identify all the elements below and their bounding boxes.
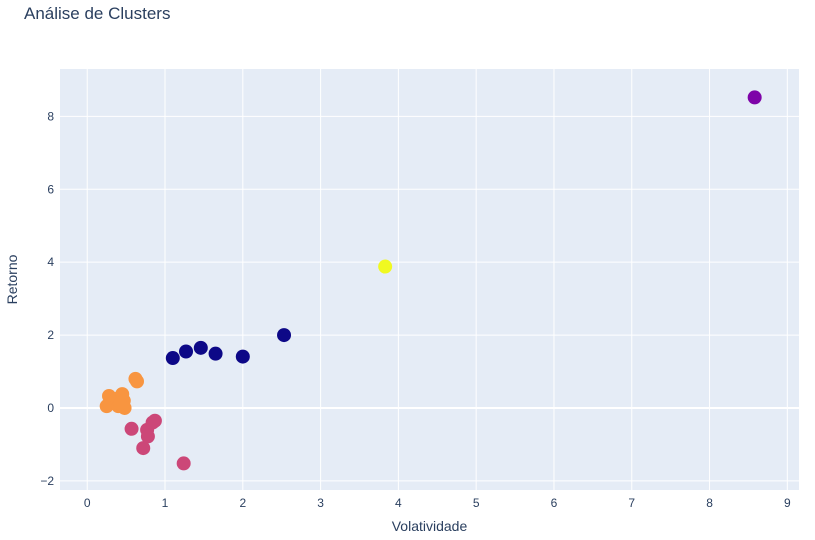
data-point: [124, 421, 139, 436]
x-tick-label: 5: [473, 496, 480, 510]
plot-area: [60, 69, 799, 490]
data-point: [179, 344, 194, 359]
x-axis-ticks: 0 1 2 3 4 5 6 7 8 9: [84, 496, 791, 510]
data-point: [747, 90, 762, 105]
y-tick-label: 2: [47, 328, 54, 342]
x-tick-label: 1: [162, 496, 169, 510]
y-tick-label: −2: [40, 474, 54, 488]
data-point: [208, 346, 223, 361]
y-axis-title: Retorno: [4, 254, 20, 304]
data-point: [112, 396, 127, 411]
data-point: [235, 349, 250, 364]
x-tick-label: 2: [239, 496, 246, 510]
grid-lines: [60, 69, 799, 490]
data-points: [99, 90, 762, 471]
y-tick-label: 4: [47, 255, 54, 269]
x-axis-title: Volatividade: [392, 518, 468, 534]
x-tick-label: 0: [84, 496, 91, 510]
y-tick-label: 0: [47, 401, 54, 415]
chart-title: Análise de Clusters: [24, 4, 171, 23]
data-point: [140, 429, 155, 444]
data-point: [147, 413, 162, 428]
data-point: [130, 374, 145, 389]
data-point: [193, 340, 208, 355]
y-tick-label: 8: [47, 109, 54, 123]
x-tick-label: 9: [784, 496, 791, 510]
y-tick-label: 6: [47, 182, 54, 196]
x-tick-label: 6: [551, 496, 558, 510]
data-point: [176, 456, 191, 471]
data-point: [165, 351, 180, 366]
x-tick-label: 7: [628, 496, 635, 510]
data-point: [378, 259, 393, 274]
x-tick-label: 4: [395, 496, 402, 510]
data-point: [136, 441, 151, 456]
x-tick-label: 3: [317, 496, 324, 510]
x-tick-label: 8: [706, 496, 713, 510]
y-axis-ticks: −2 0 2 4 6 8: [40, 109, 54, 488]
data-point: [277, 328, 292, 343]
